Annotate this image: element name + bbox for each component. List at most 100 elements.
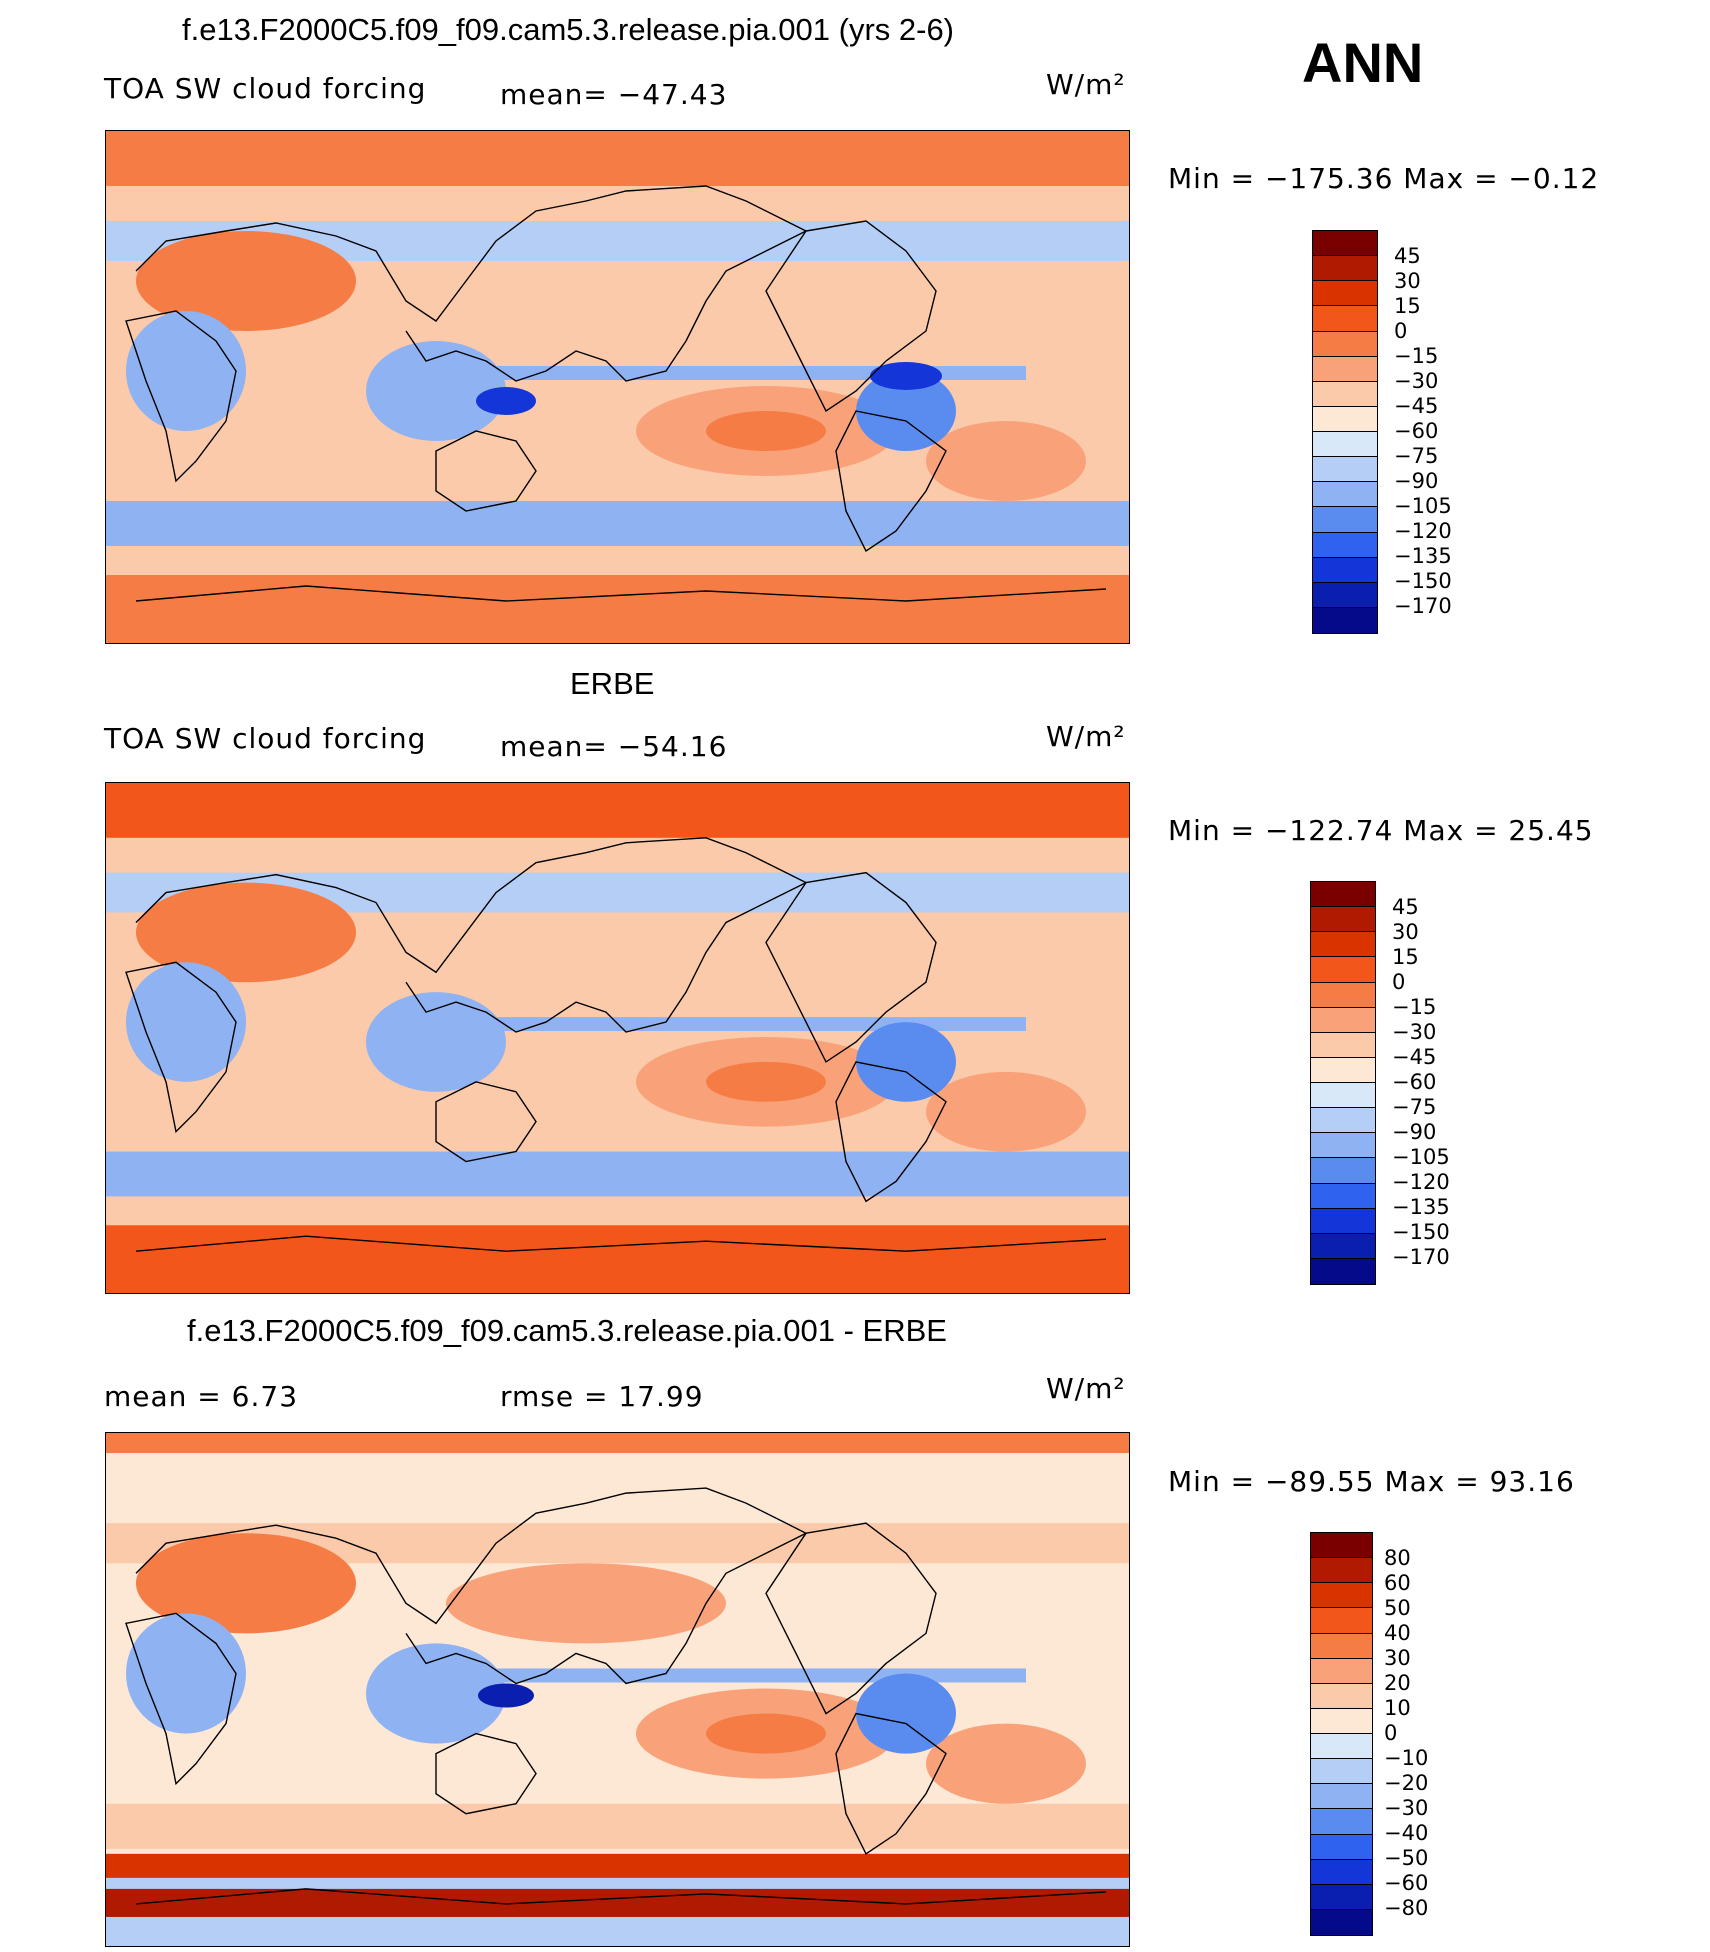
colorbar-swatch [1313, 507, 1377, 533]
colorbar-swatch [1311, 1884, 1372, 1910]
colorbar-swatch [1313, 457, 1377, 483]
colorbar-tick-label: −15 [1392, 995, 1437, 1019]
colorbar-swatch [1311, 1083, 1375, 1109]
panel-2-colorbar-ticks: 45 30 15 0 −15 −30 −45 −60 −75 −90 −105 −120 −135 −15… [1392, 895, 1450, 1270]
colorbar-tick-label: 15 [1392, 945, 1419, 969]
colorbar-tick-label: 0 [1384, 1721, 1398, 1745]
colorbar-tick-label: 45 [1392, 895, 1419, 919]
colorbar-swatch [1311, 1233, 1375, 1259]
colorbar-tick-label: −30 [1384, 1796, 1429, 1820]
panel-3-title: f.e13.F2000C5.f09_f09.cam5.3.release.pia… [187, 1313, 947, 1348]
colorbar-tick-label: 30 [1384, 1646, 1411, 1670]
panel-2-minmax-label: Min = −122.74 Max = 25.45 [1168, 814, 1594, 847]
colorbar-tick-label: −75 [1392, 1095, 1437, 1119]
colorbar-swatch [1311, 957, 1375, 983]
colorbar-tick-label: 80 [1384, 1546, 1411, 1570]
colorbar-swatch [1311, 1708, 1372, 1734]
colorbar-swatch [1311, 1683, 1372, 1709]
panel-2-colorbar [1310, 881, 1376, 1285]
colorbar-tick-label: −15 [1394, 344, 1439, 368]
colorbar-swatch [1311, 1032, 1375, 1058]
colorbar-swatch [1311, 1158, 1375, 1184]
panel-1-units-label: W/m² [1046, 68, 1126, 101]
colorbar-swatch [1311, 1759, 1372, 1785]
colorbar-swatch [1311, 1658, 1372, 1684]
colorbar-tick-label: −40 [1384, 1821, 1429, 1845]
colorbar-swatch [1311, 1057, 1375, 1083]
panel-1-mean-label: mean= −47.43 [500, 78, 728, 111]
colorbar-tick-label: −50 [1384, 1846, 1429, 1870]
panel-1-variable-label: TOA SW cloud forcing [104, 72, 427, 105]
panel-3-minmax-label: Min = −89.55 Max = 93.16 [1168, 1465, 1575, 1498]
colorbar-tick-label: 20 [1384, 1671, 1411, 1695]
colorbar-swatch [1313, 532, 1377, 558]
panel-1-title: f.e13.F2000C5.f09_f09.cam5.3.release.pia… [182, 12, 955, 47]
colorbar-swatch [1313, 231, 1377, 257]
colorbar-swatch [1311, 1108, 1375, 1134]
panel-1-map [105, 130, 1130, 644]
colorbar-tick-label: −30 [1392, 1020, 1437, 1044]
colorbar-swatch [1311, 1809, 1372, 1835]
colorbar-swatch [1311, 1133, 1375, 1159]
colorbar-swatch [1311, 932, 1375, 958]
panel-3-rmse-label: rmse = 17.99 [500, 1380, 704, 1413]
panel-3-mean-label: mean = 6.73 [104, 1380, 299, 1413]
colorbar-tick-label: −150 [1394, 569, 1452, 593]
colorbar-swatch [1311, 1208, 1375, 1234]
colorbar-tick-label: 10 [1384, 1696, 1411, 1720]
colorbar-tick-label: −75 [1394, 444, 1439, 468]
colorbar-tick-label: −10 [1384, 1746, 1429, 1770]
colorbar-swatch [1313, 607, 1377, 633]
colorbar-tick-label: 0 [1392, 970, 1406, 994]
colorbar-tick-label: −135 [1392, 1195, 1450, 1219]
colorbar-swatch [1313, 356, 1377, 382]
panel-2-units-label: W/m² [1046, 720, 1126, 753]
colorbar-swatch [1311, 1007, 1375, 1033]
panel-2-variable-label: TOA SW cloud forcing [104, 722, 427, 755]
panel-1-minmax-label: Min = −175.36 Max = −0.12 [1168, 162, 1600, 195]
colorbar-tick-label: −80 [1384, 1896, 1429, 1920]
colorbar-tick-label: 40 [1384, 1621, 1411, 1645]
colorbar-swatch [1311, 1859, 1372, 1885]
panel-3-units-label: W/m² [1046, 1372, 1126, 1405]
colorbar-tick-label: −30 [1394, 369, 1439, 393]
colorbar-swatch [1311, 1734, 1372, 1760]
colorbar-tick-label: −105 [1394, 494, 1452, 518]
season-label: ANN [1302, 31, 1424, 94]
colorbar-tick-label: 30 [1392, 920, 1419, 944]
colorbar-swatch [1311, 882, 1375, 908]
colorbar-swatch [1313, 331, 1377, 357]
colorbar-tick-label: −105 [1392, 1145, 1450, 1169]
colorbar-tick-label: −170 [1392, 1245, 1450, 1269]
colorbar-tick-label: −150 [1392, 1220, 1450, 1244]
colorbar-tick-label: 15 [1394, 294, 1421, 318]
colorbar-swatch [1313, 557, 1377, 583]
colorbar-tick-label: −90 [1394, 469, 1439, 493]
colorbar-swatch [1311, 1183, 1375, 1209]
colorbar-swatch [1313, 432, 1377, 458]
colorbar-tick-label: −20 [1384, 1771, 1429, 1795]
colorbar-swatch [1311, 982, 1375, 1008]
colorbar-swatch [1311, 1558, 1372, 1584]
colorbar-swatch [1311, 1909, 1372, 1935]
colorbar-tick-label: 60 [1384, 1571, 1411, 1595]
colorbar-tick-label: −135 [1394, 544, 1452, 568]
colorbar-tick-label: 0 [1394, 319, 1408, 343]
panel-2-mean-label: mean= −54.16 [500, 730, 728, 763]
colorbar-tick-label: 50 [1384, 1596, 1411, 1620]
colorbar-swatch [1311, 1583, 1372, 1609]
colorbar-swatch [1313, 582, 1377, 608]
colorbar-tick-label: 30 [1394, 269, 1421, 293]
colorbar-swatch [1311, 907, 1375, 933]
panel-3-colorbar [1310, 1532, 1373, 1936]
colorbar-swatch [1311, 1608, 1372, 1634]
panel-1-colorbar [1312, 230, 1378, 634]
colorbar-swatch [1313, 406, 1377, 432]
colorbar-tick-label: −120 [1392, 1170, 1450, 1194]
panel-2-title: ERBE [570, 666, 655, 701]
colorbar-swatch [1313, 306, 1377, 332]
panel-2-map [105, 782, 1130, 1294]
colorbar-tick-label: −120 [1394, 519, 1452, 543]
colorbar-tick-label: −170 [1394, 594, 1452, 618]
colorbar-tick-label: −60 [1392, 1070, 1437, 1094]
